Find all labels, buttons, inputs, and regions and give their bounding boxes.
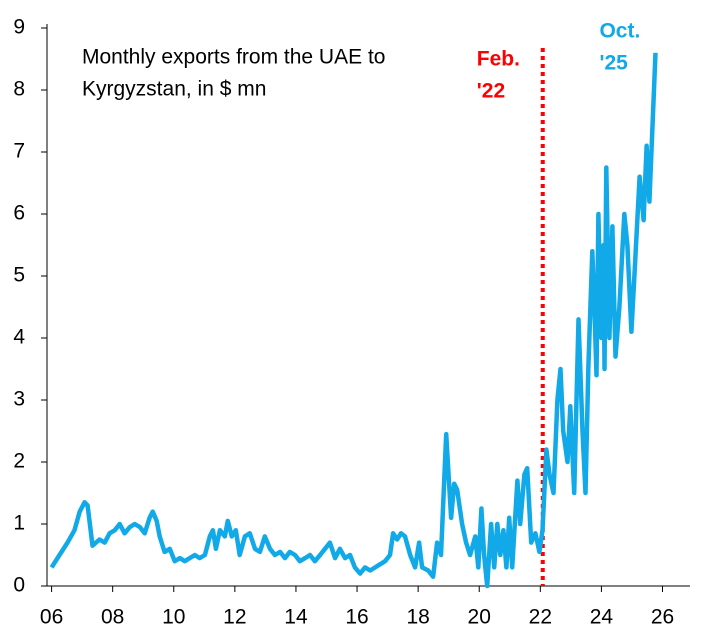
x-tick-label: 16 [345, 606, 368, 629]
annotation-label: Oct. [599, 20, 640, 43]
y-tick-label: 8 [13, 78, 25, 101]
x-tick-label: 20 [468, 606, 491, 629]
y-tick-label: 5 [13, 264, 25, 287]
x-tick-label: 14 [284, 606, 308, 629]
annotation-label: '22 [477, 80, 505, 103]
y-tick-label: 1 [13, 512, 25, 535]
x-tick-label: 26 [651, 606, 674, 629]
x-tick-label: 12 [223, 606, 246, 629]
annotation-label: '25 [599, 52, 628, 75]
x-tick-label: 06 [40, 606, 63, 629]
y-tick-label: 0 [13, 574, 25, 597]
x-tick-label: 10 [162, 606, 185, 629]
annotation-label: Feb. [477, 48, 520, 71]
chart-title: Kyrgyzstan, in $ mn [82, 78, 266, 101]
y-tick-label: 3 [13, 388, 25, 411]
y-tick-label: 6 [13, 202, 25, 225]
chart-title: Monthly exports from the UAE to [82, 46, 385, 69]
x-tick-label: 22 [529, 606, 552, 629]
y-tick-label: 2 [13, 450, 25, 473]
x-tick-label: 24 [590, 606, 614, 629]
y-tick-label: 4 [13, 326, 25, 349]
y-tick-label: 7 [13, 140, 25, 163]
x-tick-label: 08 [101, 606, 124, 629]
x-tick-label: 18 [406, 606, 429, 629]
y-tick-label: 9 [13, 16, 25, 39]
data-line [49, 52, 658, 589]
